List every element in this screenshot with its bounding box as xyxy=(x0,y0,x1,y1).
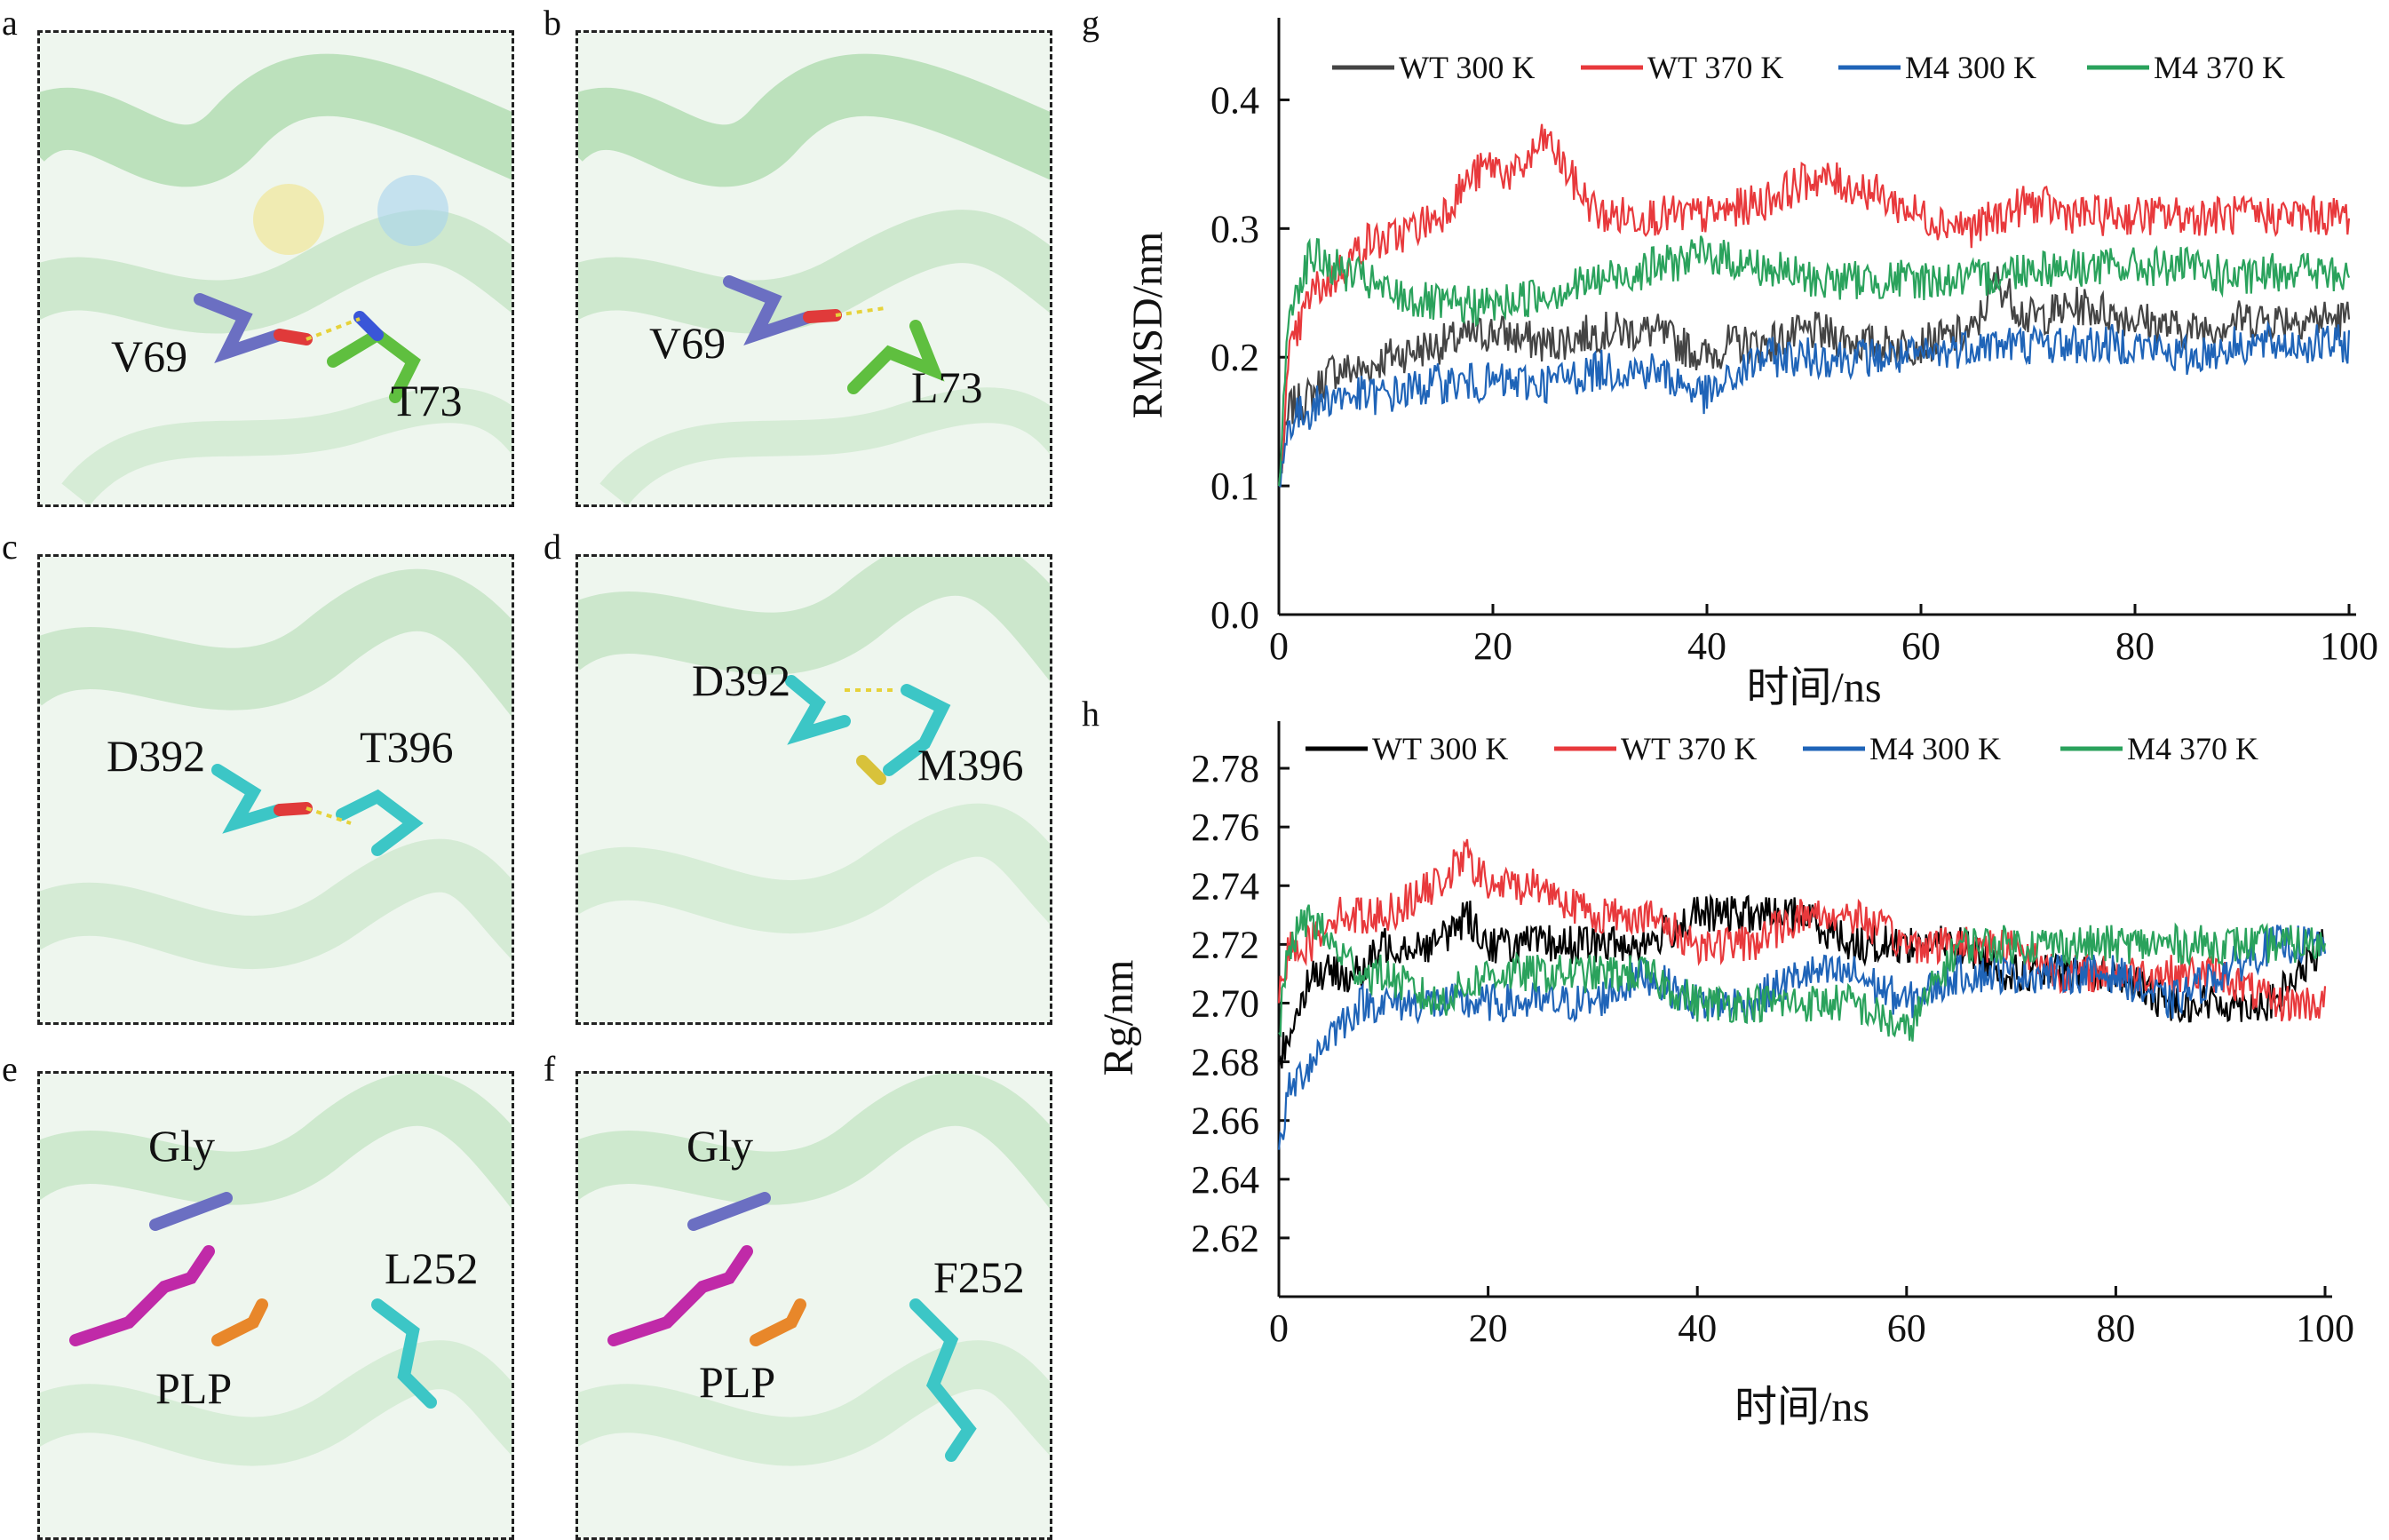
series-line-wt370 xyxy=(1277,123,2351,487)
residue-label: V69 xyxy=(649,318,726,368)
y-tick-label: 2.76 xyxy=(1191,806,1259,849)
y-tick-label: 2.78 xyxy=(1191,747,1259,790)
series-line-wt370 xyxy=(1277,838,2327,1022)
y-tick-label: 2.68 xyxy=(1191,1041,1259,1084)
y-tick-label: 0.4 xyxy=(1210,78,1259,122)
residue-label: D392 xyxy=(692,655,791,705)
protein-cartoon-e xyxy=(40,1074,512,1466)
residue-label: Gly xyxy=(687,1121,753,1171)
x-tick-label: 100 xyxy=(2296,1306,2354,1350)
series-line-wt300 xyxy=(1277,266,2351,487)
x-tick-label: 0 xyxy=(1269,1306,1289,1350)
protein-cartoon-f xyxy=(578,1074,1050,1466)
legend-label: M4 300 K xyxy=(1869,731,2001,766)
legend-label: M4 300 K xyxy=(1905,50,2036,85)
residue-label: T396 xyxy=(360,722,454,772)
panel-letter-h: h xyxy=(1082,694,1099,734)
protein-cartoon-a xyxy=(40,53,512,504)
x-tick-label: 80 xyxy=(2115,624,2155,668)
x-tick-label: 20 xyxy=(1469,1306,1508,1350)
x-tick-label: 40 xyxy=(1678,1306,1717,1350)
y-tick-label: 0.1 xyxy=(1210,464,1259,508)
series-line-m4_300 xyxy=(1278,320,2351,488)
protein-cartoon-b xyxy=(578,53,1050,504)
legend-label: WT 300 K xyxy=(1399,50,1535,85)
y-tick-label: 2.72 xyxy=(1191,923,1259,966)
legend-label: WT 370 K xyxy=(1647,50,1783,85)
residue-label: V69 xyxy=(111,331,188,381)
residue-label: Gly xyxy=(148,1121,215,1171)
series-line-m4_300 xyxy=(1277,924,2327,1150)
panel-letter-a: a xyxy=(2,3,18,43)
panel-letter-d: d xyxy=(544,527,561,567)
panel-letter-b: b xyxy=(544,3,561,43)
series-line-wt300_h xyxy=(1277,893,2326,1069)
y-tick-label: 0.0 xyxy=(1210,593,1259,637)
y-tick-label: 0.3 xyxy=(1210,207,1259,250)
structure-panel-e: Gly L252 PLP xyxy=(37,1071,514,1540)
x-tick-label: 60 xyxy=(1901,624,1941,668)
y-tick-label: 2.62 xyxy=(1191,1217,1259,1260)
series-line-m4_370 xyxy=(1278,904,2327,1042)
legend-label: M4 370 K xyxy=(2127,731,2258,766)
residue-label: F252 xyxy=(933,1252,1025,1302)
x-tick-label: 40 xyxy=(1687,624,1726,668)
residue-label: M396 xyxy=(917,740,1024,790)
series-line-m4_370 xyxy=(1277,235,2351,487)
panel-letter-c: c xyxy=(2,527,18,567)
y-tick-label: 0.2 xyxy=(1210,336,1259,379)
y-tick-label: 2.70 xyxy=(1191,981,1259,1025)
structure-panel-f: Gly F252 PLP xyxy=(575,1071,1052,1540)
x-tick-label: 60 xyxy=(1887,1306,1926,1350)
x-tick-label: 0 xyxy=(1269,624,1289,668)
protein-cartoon-d xyxy=(578,557,1050,934)
y-axis-title: RMSD/nm xyxy=(1124,232,1171,419)
panel-letter-f: f xyxy=(544,1049,556,1089)
structure-panel-a: V69 T73 xyxy=(37,30,514,507)
residue-label: PLP xyxy=(699,1357,776,1407)
x-tick-label: 80 xyxy=(2096,1306,2135,1350)
legend-label: WT 370 K xyxy=(1621,731,1757,766)
y-tick-label: 2.66 xyxy=(1191,1099,1259,1143)
panel-letter-e: e xyxy=(2,1049,18,1089)
x-tick-label: 100 xyxy=(2320,624,2378,668)
structure-panel-d: D392 M396 xyxy=(575,554,1052,1025)
panel-letter-g: g xyxy=(1082,3,1099,43)
residue-label: D392 xyxy=(107,731,206,781)
x-axis-title: 时间/ns xyxy=(1746,664,1881,711)
legend-label: M4 370 K xyxy=(2154,50,2285,85)
x-tick-label: 20 xyxy=(1473,624,1512,668)
residue-label: PLP xyxy=(155,1363,233,1413)
structure-panel-c: D392 T396 xyxy=(37,554,514,1025)
x-axis-title: 时间/ns xyxy=(1734,1384,1869,1431)
structure-panel-b: V69 L73 xyxy=(575,30,1052,507)
legend-label: WT 300 K xyxy=(1372,731,1508,766)
residue-label: L252 xyxy=(385,1243,479,1293)
y-tick-label: 2.64 xyxy=(1191,1158,1259,1202)
y-axis-title: Rg/nm xyxy=(1095,960,1142,1076)
residue-label: L73 xyxy=(911,362,983,412)
residue-label: T73 xyxy=(391,376,463,425)
y-tick-label: 2.74 xyxy=(1191,864,1259,908)
protein-cartoon-c xyxy=(40,568,512,970)
